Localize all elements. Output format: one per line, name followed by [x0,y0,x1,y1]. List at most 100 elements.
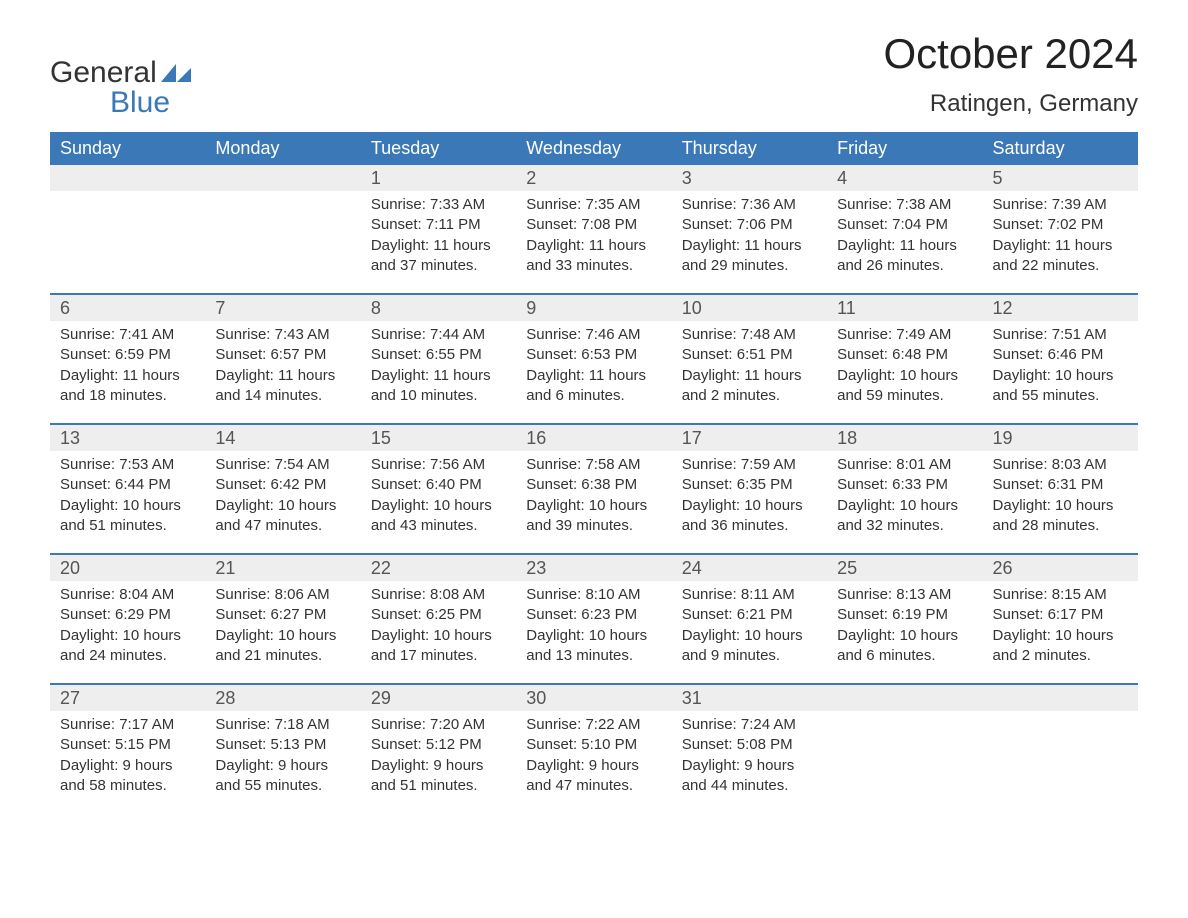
day-number-row: 4 [827,165,982,191]
calendar-day: 13Sunrise: 7:53 AMSunset: 6:44 PMDayligh… [50,425,205,553]
sunset-line: Sunset: 6:35 PM [682,475,817,495]
daylight-line: Daylight: 10 hours and 13 minutes. [526,626,661,667]
dow-monday: Monday [205,132,360,165]
sunset-line: Sunset: 6:46 PM [993,345,1128,365]
day-number: 9 [516,298,536,319]
calendar-day: 12Sunrise: 7:51 AMSunset: 6:46 PMDayligh… [983,295,1138,423]
calendar-day: 24Sunrise: 8:11 AMSunset: 6:21 PMDayligh… [672,555,827,683]
day-number: 13 [50,428,80,449]
daylight-line: Daylight: 9 hours and 44 minutes. [682,756,817,797]
day-number-row: 13 [50,425,205,451]
day-number-row: 5 [983,165,1138,191]
daylight-line: Daylight: 9 hours and 58 minutes. [60,756,195,797]
calendar-day: 20Sunrise: 8:04 AMSunset: 6:29 PMDayligh… [50,555,205,683]
daylight-line: Daylight: 10 hours and 36 minutes. [682,496,817,537]
daylight-line: Daylight: 11 hours and 33 minutes. [526,236,661,277]
page-header: General Blue October 2024 Ratingen, Germ… [50,30,1138,118]
day-number-row [205,165,360,191]
calendar-day: 4Sunrise: 7:38 AMSunset: 7:04 PMDaylight… [827,165,982,293]
sunrise-line: Sunrise: 7:54 AM [215,455,350,475]
day-number-row: 28 [205,685,360,711]
location-subtitle: Ratingen, Germany [883,90,1138,118]
calendar-day [50,165,205,293]
day-details: Sunrise: 7:43 AMSunset: 6:57 PMDaylight:… [205,321,360,414]
sunset-line: Sunset: 7:06 PM [682,215,817,235]
sunset-line: Sunset: 6:59 PM [60,345,195,365]
sunrise-line: Sunrise: 7:36 AM [682,195,817,215]
sunset-line: Sunset: 6:44 PM [60,475,195,495]
sunset-line: Sunset: 6:17 PM [993,605,1128,625]
day-number-row: 17 [672,425,827,451]
day-number: 24 [672,558,702,579]
sunset-line: Sunset: 7:02 PM [993,215,1128,235]
calendar-day: 17Sunrise: 7:59 AMSunset: 6:35 PMDayligh… [672,425,827,553]
sunrise-line: Sunrise: 7:18 AM [215,715,350,735]
daylight-line: Daylight: 9 hours and 51 minutes. [371,756,506,797]
daylight-line: Daylight: 10 hours and 24 minutes. [60,626,195,667]
day-details: Sunrise: 8:13 AMSunset: 6:19 PMDaylight:… [827,581,982,674]
daylight-line: Daylight: 10 hours and 43 minutes. [371,496,506,537]
sunset-line: Sunset: 6:51 PM [682,345,817,365]
calendar-day: 18Sunrise: 8:01 AMSunset: 6:33 PMDayligh… [827,425,982,553]
day-number-row [983,685,1138,711]
dow-saturday: Saturday [983,132,1138,165]
sunset-line: Sunset: 6:23 PM [526,605,661,625]
day-details [50,191,205,203]
sunrise-line: Sunrise: 8:06 AM [215,585,350,605]
daylight-line: Daylight: 10 hours and 32 minutes. [837,496,972,537]
calendar-day: 21Sunrise: 8:06 AMSunset: 6:27 PMDayligh… [205,555,360,683]
sunset-line: Sunset: 6:33 PM [837,475,972,495]
day-details [827,711,982,723]
day-details [983,711,1138,723]
day-number: 10 [672,298,702,319]
calendar-day: 14Sunrise: 7:54 AMSunset: 6:42 PMDayligh… [205,425,360,553]
daylight-line: Daylight: 11 hours and 29 minutes. [682,236,817,277]
sunrise-line: Sunrise: 8:04 AM [60,585,195,605]
sunrise-line: Sunrise: 7:17 AM [60,715,195,735]
day-details: Sunrise: 7:35 AMSunset: 7:08 PMDaylight:… [516,191,671,284]
daylight-line: Daylight: 11 hours and 22 minutes. [993,236,1128,277]
day-number-row: 30 [516,685,671,711]
day-number-row: 16 [516,425,671,451]
calendar-day: 1Sunrise: 7:33 AMSunset: 7:11 PMDaylight… [361,165,516,293]
day-number-row: 25 [827,555,982,581]
daylight-line: Daylight: 10 hours and 2 minutes. [993,626,1128,667]
calendar-week: 20Sunrise: 8:04 AMSunset: 6:29 PMDayligh… [50,553,1138,683]
sunset-line: Sunset: 7:04 PM [837,215,972,235]
daylight-line: Daylight: 10 hours and 17 minutes. [371,626,506,667]
sunset-line: Sunset: 5:13 PM [215,735,350,755]
day-number-row [827,685,982,711]
sunset-line: Sunset: 6:38 PM [526,475,661,495]
sunset-line: Sunset: 5:12 PM [371,735,506,755]
month-title: October 2024 [883,30,1138,78]
day-number: 22 [361,558,391,579]
daylight-line: Daylight: 10 hours and 21 minutes. [215,626,350,667]
day-details: Sunrise: 8:11 AMSunset: 6:21 PMDaylight:… [672,581,827,674]
calendar-day: 23Sunrise: 8:10 AMSunset: 6:23 PMDayligh… [516,555,671,683]
day-number: 6 [50,298,70,319]
calendar-day [205,165,360,293]
calendar-day: 30Sunrise: 7:22 AMSunset: 5:10 PMDayligh… [516,685,671,813]
sunset-line: Sunset: 7:08 PM [526,215,661,235]
daylight-line: Daylight: 10 hours and 59 minutes. [837,366,972,407]
sunset-line: Sunset: 6:40 PM [371,475,506,495]
day-number-row: 26 [983,555,1138,581]
calendar-day: 15Sunrise: 7:56 AMSunset: 6:40 PMDayligh… [361,425,516,553]
sunrise-line: Sunrise: 7:39 AM [993,195,1128,215]
sunset-line: Sunset: 5:08 PM [682,735,817,755]
sunrise-line: Sunrise: 7:38 AM [837,195,972,215]
sunrise-line: Sunrise: 7:46 AM [526,325,661,345]
calendar-day: 5 Sunrise: 7:39 AMSunset: 7:02 PMDaylight… [983,165,1138,293]
flag-icon [161,58,191,76]
day-number-row: 8 [361,295,516,321]
sunset-line: Sunset: 6:57 PM [215,345,350,365]
day-number: 15 [361,428,391,449]
dow-wednesday: Wednesday [516,132,671,165]
sunrise-line: Sunrise: 7:53 AM [60,455,195,475]
day-number-row: 21 [205,555,360,581]
sunrise-line: Sunrise: 7:49 AM [837,325,972,345]
day-number-row: 23 [516,555,671,581]
day-details: Sunrise: 8:08 AMSunset: 6:25 PMDaylight:… [361,581,516,674]
dow-friday: Friday [827,132,982,165]
day-number: 2 [516,168,536,189]
